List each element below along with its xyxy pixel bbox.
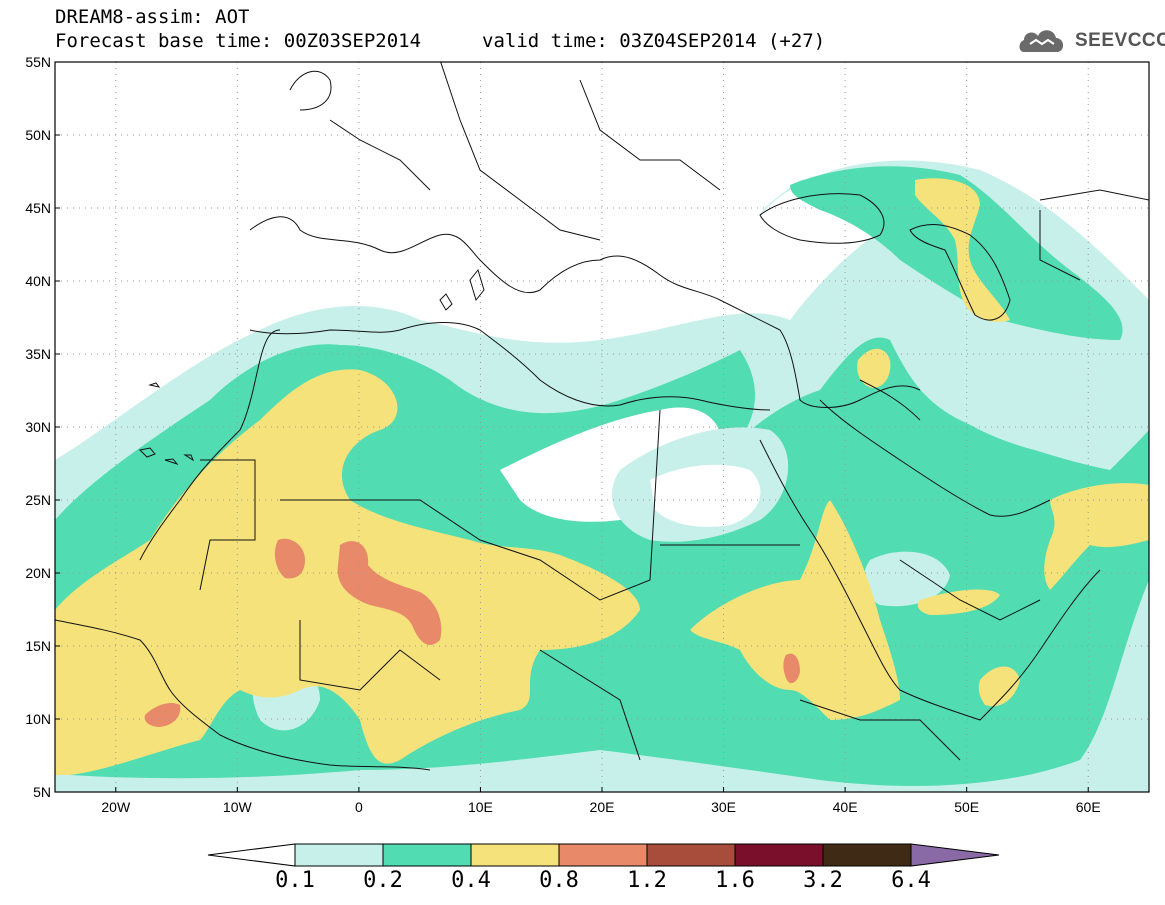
colorbar-swatch-4 (646, 843, 736, 867)
aot-level-0.8-ethiopia (783, 653, 800, 684)
coastlines (55, 62, 1149, 771)
aot-level-0.2-caspian (790, 166, 1123, 340)
lat-label-55N: 55N (25, 54, 51, 70)
aot-level-0.8-mali (337, 541, 442, 645)
clean-air-egypt (650, 464, 761, 527)
aot-level-0.4-iraq (857, 348, 891, 388)
graticule (55, 62, 1149, 792)
lon-label-20W: 20W (101, 799, 131, 815)
colorbar-label: 1.2 (627, 868, 667, 893)
islands (138, 268, 485, 466)
colorbar-label: 6.4 (891, 868, 931, 893)
colorbar-label: 0.8 (539, 868, 579, 893)
colorbar-swatch-1 (382, 843, 472, 867)
lon-label-0: 0 (355, 799, 363, 815)
lon-label-50E: 50E (954, 799, 979, 815)
forecast-valid-time: valid time: 03Z04SEP2014 (+27) (482, 30, 826, 52)
lon-label-60E: 60E (1076, 799, 1101, 815)
logo-text: SEEVCCC (1075, 30, 1165, 51)
lat-label-5N: 5N (33, 784, 51, 800)
colorbar-label: 1.6 (715, 868, 755, 893)
lat-label-35N: 35N (25, 346, 51, 362)
colorbar-label: 3.2 (803, 868, 843, 893)
aot-level-0.8-mauritania (274, 538, 305, 579)
lat-label-25N: 25N (25, 492, 51, 508)
lon-label-10W: 10W (223, 799, 253, 815)
colorbar-label: 0.2 (363, 868, 403, 893)
lat-label-15N: 15N (25, 638, 51, 654)
aot-level-0.8-guinea (144, 703, 181, 727)
aot-level-0.4-oman (1044, 483, 1149, 590)
colorbar-under-arrow (207, 843, 296, 867)
cloud-icon (1019, 30, 1064, 52)
lon-label-20E: 20E (590, 799, 615, 815)
lon-label-30E: 30E (711, 799, 736, 815)
colorbar-over-arrow (910, 843, 1000, 867)
lat-label-30N: 30N (25, 419, 51, 435)
colorbar-swatch-3 (558, 843, 648, 867)
aot-level-0.4-somalia (978, 666, 1020, 707)
colorbar-swatch-5 (734, 843, 824, 867)
lon-label-10E: 10E (468, 799, 493, 815)
aot-level-0.1-iran (930, 367, 1114, 460)
aot-level-0.4-ethiopia (690, 500, 900, 720)
map-title: DREAM8-assim: AOT (55, 6, 250, 28)
aot-level-0.1-arabia (863, 551, 950, 607)
lat-label-20N: 20N (25, 565, 51, 581)
colorbar-swatch-0 (294, 843, 384, 867)
colorbar-label: 0.1 (275, 868, 315, 893)
colorbar-swatch-6 (822, 843, 912, 867)
aot-fields (55, 62, 1149, 792)
aot-level-0.4-arabia-south (917, 589, 1000, 615)
colorbar-label: 0.4 (451, 868, 491, 893)
lat-label-50N: 50N (25, 127, 51, 143)
lon-label-40E: 40E (833, 799, 858, 815)
lat-label-10N: 10N (25, 711, 51, 727)
forecast-base-time: Forecast base time: 00Z03SEP2014 (55, 30, 422, 52)
colorbar-swatch-2 (470, 843, 560, 867)
lat-label-40N: 40N (25, 273, 51, 289)
lat-label-45N: 45N (25, 200, 51, 216)
colorbar (207, 843, 1000, 867)
aot-level-0.4-caspian (915, 178, 1010, 322)
map-axes: 55N 50N 45N 40N 35N 30N 25N 20N 15N 10N 5N 20W 10W 0 1… (25, 54, 1100, 815)
